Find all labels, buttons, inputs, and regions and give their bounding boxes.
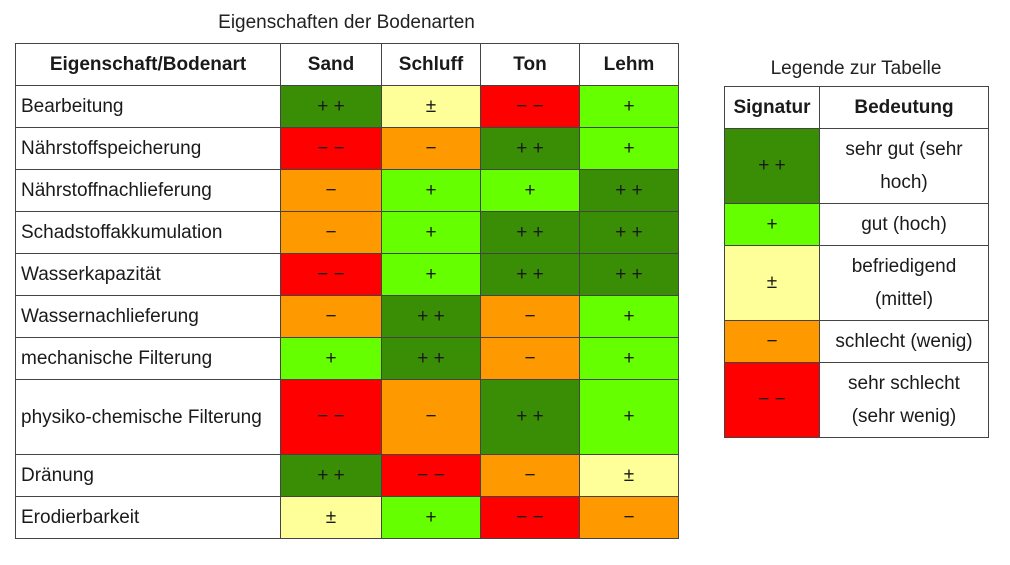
column-header-schluff: Schluff: [381, 43, 481, 86]
rating-cell-sand: −: [280, 211, 382, 254]
rating-cell-schluff: +: [381, 169, 481, 212]
rating-cell-ton: − −: [480, 496, 580, 539]
legend-header-meaning: Bedeutung: [819, 86, 989, 129]
rating-cell-schluff: ±: [381, 85, 481, 128]
rating-cell-ton: + +: [480, 211, 580, 254]
table-row: Bearbeitung + + ± − − +: [15, 85, 679, 128]
rating-cell-lehm: + +: [579, 253, 679, 296]
rating-cell-lehm: +: [579, 85, 679, 128]
legend-meaning: sehr gut (sehr hoch): [819, 128, 989, 204]
legend-row: ± befriedigend (mittel): [724, 245, 989, 321]
rating-cell-sand: − −: [280, 379, 382, 455]
rating-cell-lehm: +: [579, 295, 679, 338]
column-header-property: Eigenschaft/Bodenart: [15, 43, 281, 86]
legend-header-symbol: Signatur: [724, 86, 820, 129]
rating-cell-sand: + +: [280, 454, 382, 497]
legend-header-row: Signatur Bedeutung: [724, 86, 989, 129]
table-row: Nährstoffspeicherung − − − + + +: [15, 127, 679, 170]
property-label: Wasserkapazität: [15, 253, 281, 296]
table-row: physiko-chemische Filterung − − − + + +: [15, 379, 679, 455]
rating-cell-lehm: + +: [579, 211, 679, 254]
rating-cell-lehm: +: [579, 379, 679, 455]
table-row: mechanische Filterung + + + − +: [15, 337, 679, 380]
legend-row: + gut (hoch): [724, 203, 989, 246]
rating-cell-schluff: − −: [381, 454, 481, 497]
legend-row: − schlecht (wenig): [724, 320, 989, 363]
table-row: Schadstoffakkumulation − + + + + +: [15, 211, 679, 254]
legend-symbol: ±: [724, 245, 820, 321]
rating-cell-sand: +: [280, 337, 382, 380]
column-header-sand: Sand: [280, 43, 382, 86]
rating-cell-ton: −: [480, 295, 580, 338]
rating-cell-lehm: +: [579, 127, 679, 170]
legend-row: + + sehr gut (sehr hoch): [724, 128, 989, 204]
legend-row: − − sehr schlecht (sehr wenig): [724, 362, 989, 438]
rating-cell-lehm: + +: [579, 169, 679, 212]
property-label: Wassernachlieferung: [15, 295, 281, 338]
table-title: Eigenschaften der Bodenarten: [218, 12, 475, 33]
column-header-ton: Ton: [480, 43, 580, 86]
property-label: Erodierbarkeit: [15, 496, 281, 539]
property-label: Bearbeitung: [15, 85, 281, 128]
rating-cell-sand: + +: [280, 85, 382, 128]
legend-symbol: −: [724, 320, 820, 363]
legend-meaning: schlecht (wenig): [819, 320, 989, 363]
rating-cell-lehm: +: [579, 337, 679, 380]
property-label: Schadstoffakkumulation: [15, 211, 281, 254]
rating-cell-schluff: +: [381, 253, 481, 296]
legend-meaning: befriedigend (mittel): [819, 245, 989, 321]
rating-cell-ton: + +: [480, 379, 580, 455]
rating-cell-sand: − −: [280, 127, 382, 170]
rating-cell-schluff: +: [381, 496, 481, 539]
rating-cell-ton: + +: [480, 127, 580, 170]
property-label: Nährstoffspeicherung: [15, 127, 281, 170]
table-row: Nährstoffnachlieferung − + + + +: [15, 169, 679, 212]
legend-symbol: +: [724, 203, 820, 246]
rating-cell-ton: −: [480, 454, 580, 497]
header-row: Eigenschaft/Bodenart Sand Schluff Ton Le…: [15, 43, 679, 86]
legend-symbol: + +: [724, 128, 820, 204]
legend-symbol: − −: [724, 362, 820, 438]
rating-cell-ton: +: [480, 169, 580, 212]
rating-cell-schluff: +: [381, 211, 481, 254]
soil-properties-table: Eigenschaft/Bodenart Sand Schluff Ton Le…: [15, 43, 679, 539]
rating-cell-lehm: −: [579, 496, 679, 539]
table-row: Wasserkapazität − − + + + + +: [15, 253, 679, 296]
legend-meaning: gut (hoch): [819, 203, 989, 246]
rating-cell-schluff: + +: [381, 337, 481, 380]
legend-meaning: sehr schlecht (sehr wenig): [819, 362, 989, 438]
rating-cell-sand: − −: [280, 253, 382, 296]
property-label: physiko-chemische Filterung: [15, 379, 281, 455]
rating-cell-sand: −: [280, 169, 382, 212]
rating-cell-sand: −: [280, 295, 382, 338]
rating-cell-lehm: ±: [579, 454, 679, 497]
legend-title: Legende zur Tabelle: [770, 58, 942, 79]
rating-cell-schluff: −: [381, 127, 481, 170]
legend-table: Signatur Bedeutung + + sehr gut (sehr hoc…: [724, 86, 989, 438]
rating-cell-ton: + +: [480, 253, 580, 296]
property-label: Nährstoffnachlieferung: [15, 169, 281, 212]
table-row: Dränung + + − − − ±: [15, 454, 679, 497]
table-row: Erodierbarkeit ± + − − −: [15, 496, 679, 539]
rating-cell-ton: −: [480, 337, 580, 380]
column-header-lehm: Lehm: [579, 43, 679, 86]
rating-cell-schluff: −: [381, 379, 481, 455]
property-label: Dränung: [15, 454, 281, 497]
rating-cell-schluff: + +: [381, 295, 481, 338]
rating-cell-sand: ±: [280, 496, 382, 539]
table-row: Wassernachlieferung − + + − +: [15, 295, 679, 338]
property-label: mechanische Filterung: [15, 337, 281, 380]
rating-cell-ton: − −: [480, 85, 580, 128]
